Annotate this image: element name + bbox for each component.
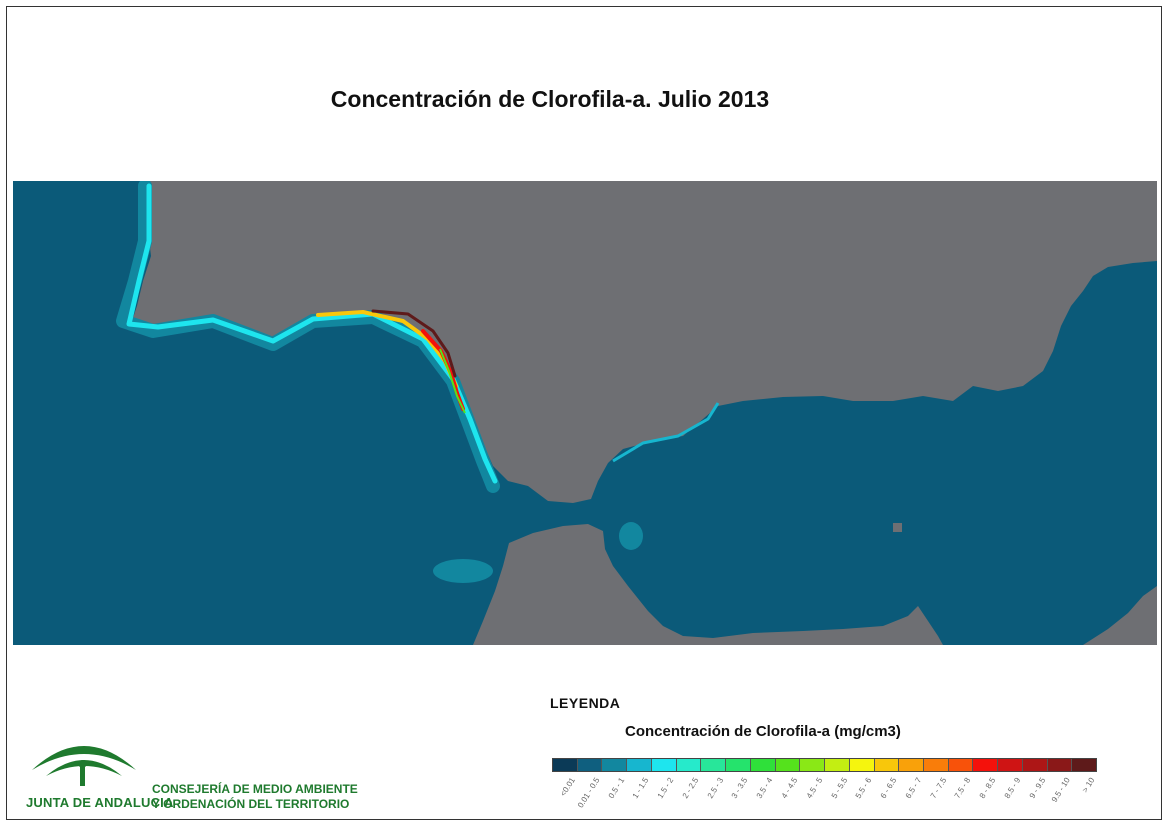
- legend-tick-label: <0.01: [558, 776, 577, 798]
- chlorophyll-map: [13, 181, 1157, 645]
- legend-swatch: [602, 759, 628, 771]
- page-frame: [6, 6, 1162, 820]
- organization-name: CONSEJERÍA DE MEDIO AMBIENTE Y ORDENACIÓ…: [152, 782, 358, 812]
- legend-swatch: [924, 759, 949, 771]
- legend-tick: 9 - 9.5: [1023, 774, 1048, 820]
- legend-tick: 9.5 - 10: [1047, 774, 1072, 820]
- legend-tick: 8 - 8.5: [973, 774, 998, 820]
- chlorophyll-band-mid: [126, 183, 498, 484]
- legend-tick: 7.5 - 8: [948, 774, 973, 820]
- legend-tick: 0.01 - 0.5: [575, 774, 602, 820]
- legend-color-bar: [552, 758, 1097, 772]
- legend-tick: > 10: [1072, 774, 1097, 820]
- org-line-1: CONSEJERÍA DE MEDIO AMBIENTE: [152, 782, 358, 796]
- legend-swatch: [998, 759, 1023, 771]
- legend-tick-label: 1.5 - 2: [655, 776, 676, 801]
- land-africa: [473, 524, 943, 645]
- legend-tick: 4 - 4.5: [775, 774, 800, 820]
- legend-tick: 4.5 - 5: [800, 774, 825, 820]
- legend-swatch: [577, 759, 603, 771]
- land-islet: [893, 523, 902, 532]
- legend-tick: 1.5 - 2: [651, 774, 676, 820]
- legend-swatch: [775, 759, 801, 771]
- legend-tick-label: 5.5 - 6: [853, 776, 874, 801]
- legend-swatch: [800, 759, 826, 771]
- legend-tick: 7 - 7.5: [923, 774, 948, 820]
- chlorophyll-band-max: [371, 309, 457, 378]
- legend-tick: 8.5 - 9: [998, 774, 1023, 820]
- land-africa-east: [1083, 586, 1157, 645]
- legend-swatch: [1022, 759, 1048, 771]
- legend-subtitle: Concentración de Clorofila-a (mg/cm3): [625, 723, 901, 740]
- legend-swatch: [899, 759, 925, 771]
- legend-tick: 2 - 2.5: [676, 774, 701, 820]
- legend-tick: 3 - 3.5: [725, 774, 750, 820]
- legend-swatch: [651, 759, 677, 771]
- legend-swatch: [750, 759, 776, 771]
- legend-swatch: [874, 759, 900, 771]
- legend-tick-label: 4.5 - 5: [804, 776, 825, 801]
- legend-tick: 5.5 - 6: [849, 774, 874, 820]
- legend-swatch: [627, 759, 652, 771]
- legend-tick-label: 0.5 - 1: [606, 776, 626, 801]
- legend-tick-label: 3 - 3.5: [730, 776, 750, 801]
- legend-tick-label: 6.5 - 7: [903, 776, 924, 801]
- legend-tick-label: 9.5 - 10: [1049, 776, 1072, 804]
- legend-tick-label: 6 - 6.5: [878, 776, 899, 801]
- legend-tick-label: 8.5 - 9: [1002, 776, 1023, 801]
- legend-tick-label: 0.01 - 0.5: [575, 776, 602, 810]
- legend-swatch: [676, 759, 702, 771]
- legend-tick-label: 1 - 1.5: [631, 776, 651, 801]
- legend-tick-label: 2 - 2.5: [680, 776, 701, 801]
- org-line-2: Y ORDENACIÓN DEL TERRITORIO: [152, 797, 350, 811]
- legend-tick-label: 9 - 9.5: [1027, 776, 1047, 801]
- legend-tick-label: 8 - 8.5: [977, 776, 998, 801]
- chlorophyll-band-green: [439, 348, 466, 414]
- legend-tick: 6.5 - 7: [899, 774, 924, 820]
- legend-swatch: [1047, 759, 1073, 771]
- legend-tick: 6 - 6.5: [874, 774, 899, 820]
- logo-name: JUNTA DE ANDALUCIA: [26, 795, 174, 810]
- legend-swatch: [825, 759, 850, 771]
- chlorophyll-band-med: [612, 402, 720, 463]
- legend-tick-label: > 10: [1080, 776, 1097, 795]
- legend-tick: 5 - 5.5: [824, 774, 849, 820]
- legend-swatch: [1072, 759, 1097, 771]
- legend-swatch: [701, 759, 727, 771]
- legend-tick-label: 5 - 5.5: [829, 776, 849, 801]
- legend-tick: 0.5 - 1: [602, 774, 627, 820]
- legend-swatch: [948, 759, 974, 771]
- map-title: Concentración de Clorofila-a. Julio 2013: [330, 86, 770, 112]
- legend-tick: 3.5 - 4: [750, 774, 775, 820]
- land-iberia: [131, 181, 1157, 503]
- legend-swatch: [553, 759, 578, 771]
- chlorophyll-patch-west: [433, 559, 493, 583]
- legend-swatch: [973, 759, 999, 771]
- legend-heading: LEYENDA: [550, 695, 621, 711]
- junta-andalucia-logo-icon: [32, 746, 136, 786]
- legend-tick-label: 7.5 - 8: [952, 776, 973, 801]
- legend-tick: <0.01: [552, 774, 577, 820]
- legend-tick-label: 3.5 - 4: [754, 776, 775, 801]
- legend-tick-label: 2.5 - 3: [705, 776, 725, 801]
- legend-tick: 1 - 1.5: [626, 774, 651, 820]
- legend-tick: 2.5 - 3: [701, 774, 726, 820]
- legend-swatch: [726, 759, 751, 771]
- legend-swatch: [849, 759, 875, 771]
- legend-tick-label: 4 - 4.5: [779, 776, 800, 801]
- legend-tick-label: 7 - 7.5: [928, 776, 948, 801]
- chlorophyll-patch-east: [619, 522, 643, 550]
